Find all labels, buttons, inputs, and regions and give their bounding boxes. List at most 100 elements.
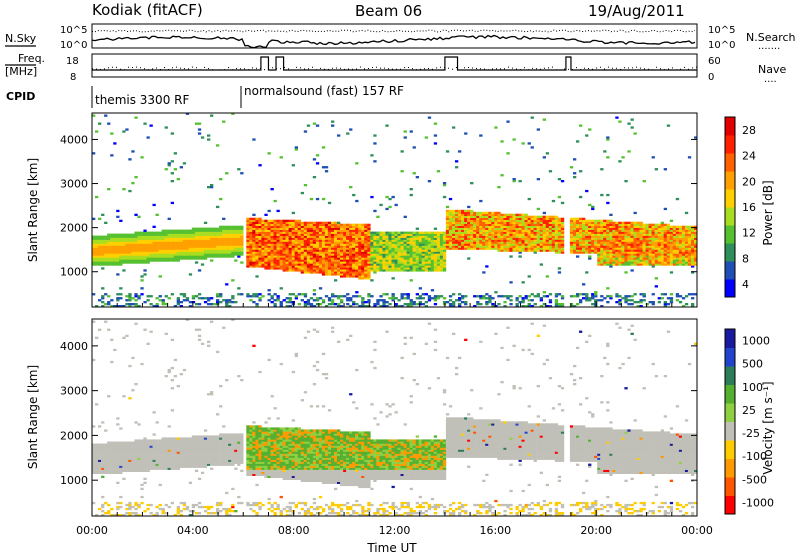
power-cell <box>482 226 485 228</box>
power-cell <box>325 244 328 246</box>
power-cell <box>482 234 485 236</box>
power-cell <box>637 263 640 265</box>
power-cell <box>101 255 104 257</box>
velocity-cell <box>107 472 110 474</box>
power-cell <box>249 255 252 257</box>
power-cell <box>313 259 316 261</box>
power-cell <box>546 234 549 236</box>
power-cell <box>113 246 116 248</box>
power-cell <box>652 232 655 234</box>
velocity-cell <box>98 468 101 470</box>
power-cell <box>261 222 264 224</box>
power-cell <box>261 263 264 265</box>
power-cell <box>682 263 685 265</box>
power-cell <box>398 267 401 269</box>
power-cell <box>612 248 615 250</box>
power-cell <box>600 222 603 224</box>
power-cell <box>688 259 691 261</box>
power-cell <box>358 236 361 238</box>
velocity-cell <box>116 448 119 450</box>
power-cell <box>398 234 401 236</box>
power-cell <box>437 295 440 297</box>
power-cell <box>500 250 503 252</box>
power-cell <box>488 232 491 234</box>
power-cell <box>597 259 600 261</box>
power-cell <box>470 220 473 222</box>
power-cell <box>664 226 667 228</box>
power-cell <box>231 253 234 255</box>
power-cell <box>261 242 264 244</box>
power-cell <box>537 295 540 297</box>
power-cell <box>298 246 301 248</box>
power-cell <box>352 271 355 273</box>
power-cell <box>594 236 597 238</box>
power-cell <box>558 293 561 295</box>
power-cell <box>609 234 612 236</box>
power-cell <box>189 230 192 232</box>
power-cell <box>316 255 319 257</box>
power-cell <box>612 255 615 257</box>
power-cell <box>104 257 107 259</box>
power-cell <box>210 232 213 234</box>
power-cell <box>322 257 325 259</box>
power-cell <box>646 244 649 246</box>
power-cell <box>640 255 643 257</box>
power-cell <box>555 303 558 305</box>
power-cell <box>455 244 458 246</box>
power-cell <box>255 303 258 305</box>
power-cell <box>395 244 398 246</box>
power-cell <box>615 263 618 265</box>
power-cell <box>661 253 664 255</box>
power-cell <box>307 224 310 226</box>
power-cell <box>416 297 419 299</box>
power-cell <box>280 259 283 261</box>
power-cell <box>331 224 334 226</box>
power-cell <box>534 238 537 240</box>
power-cell <box>177 259 180 261</box>
power-cell <box>131 238 134 240</box>
power-cell <box>488 234 491 236</box>
power-cell <box>522 250 525 252</box>
power-cell <box>264 246 267 248</box>
power-cell <box>310 248 313 250</box>
power-cell <box>685 230 688 232</box>
power-cell <box>361 275 364 277</box>
power-cell <box>413 267 416 269</box>
power-cell <box>204 228 207 230</box>
power-cell <box>355 255 358 257</box>
power-cell <box>416 293 419 295</box>
power-cell <box>464 246 467 248</box>
power-cell <box>679 230 682 232</box>
power-cell <box>685 303 688 305</box>
power-cell <box>271 232 274 234</box>
power-cell <box>643 261 646 263</box>
power-cell <box>437 297 440 299</box>
velocity-cell <box>113 460 116 462</box>
power-cell <box>95 244 98 246</box>
power-cell <box>679 255 682 257</box>
power-cell <box>95 255 98 257</box>
power-cell <box>546 152 549 154</box>
power-cell <box>573 226 576 228</box>
power-cell <box>428 180 431 182</box>
power-cell <box>283 242 286 244</box>
power-cell <box>591 208 594 210</box>
power-cell <box>410 130 413 132</box>
velocity-cell <box>110 462 113 464</box>
power-cell <box>168 244 171 246</box>
power-cell <box>425 250 428 252</box>
power-cell <box>434 295 437 297</box>
power-cell <box>491 220 494 222</box>
velocity-cell <box>98 444 101 446</box>
power-cell <box>325 253 328 255</box>
velocity-cell <box>95 456 98 458</box>
power-cell <box>201 136 204 138</box>
power-cell <box>150 236 153 238</box>
power-cell <box>410 303 413 305</box>
power-cell <box>670 259 673 261</box>
power-cell <box>531 224 534 226</box>
power-cell <box>485 236 488 238</box>
velocity-cell <box>119 496 122 498</box>
power-cell <box>600 259 603 261</box>
power-cell <box>107 246 110 248</box>
